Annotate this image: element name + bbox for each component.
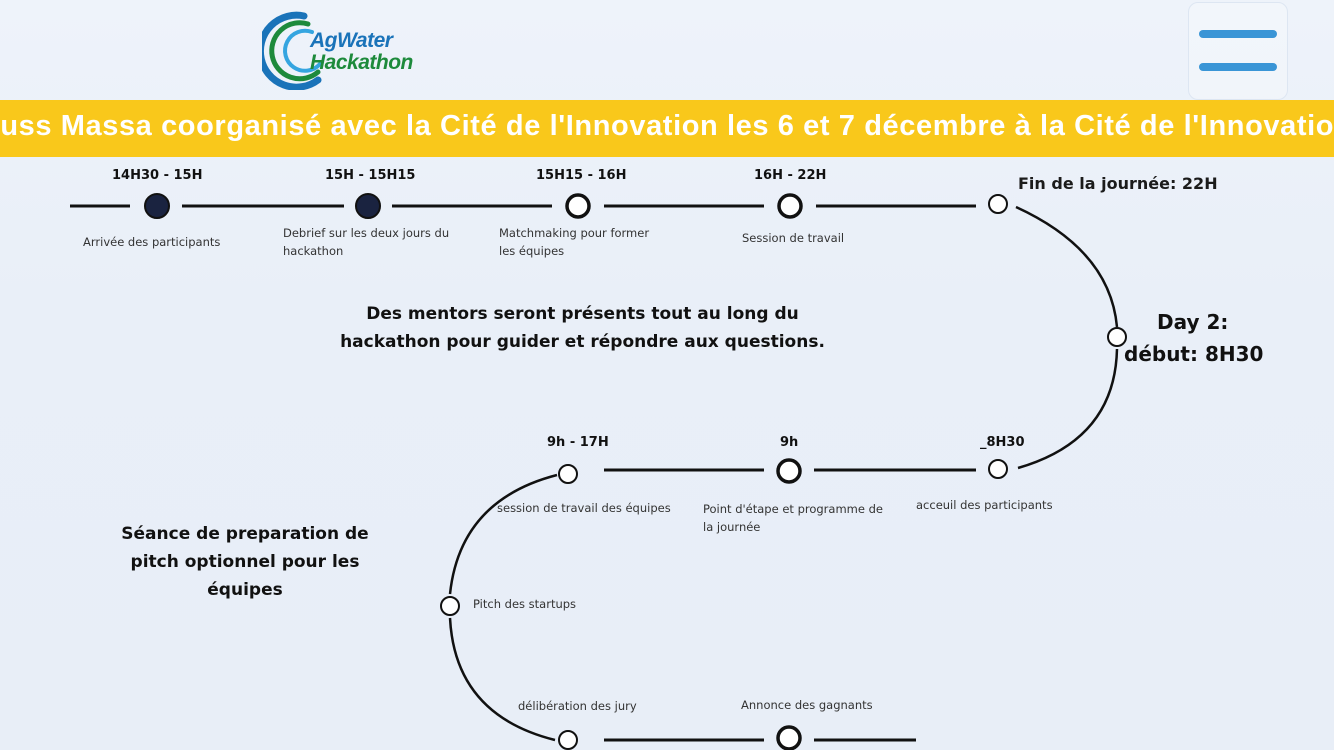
timeline-node-travail: [558, 464, 578, 484]
timeline-node-jury: [558, 730, 578, 750]
timeline-node-matchmaking: [565, 193, 591, 219]
logo-line1: AgWater: [310, 29, 393, 52]
step-time: 15H - 15H15: [325, 168, 416, 183]
step-desc: Session de travail: [742, 231, 845, 245]
timeline-node-fin: [988, 194, 1008, 214]
menu-button[interactable]: [1188, 2, 1288, 100]
step-desc: acceuil des participants: [916, 498, 1053, 512]
step-desc: Point d'étape et programme de la journée: [703, 502, 883, 534]
timeline-node-debrief: [355, 193, 381, 219]
mentors-note: Des mentors seront présents tout au long…: [340, 304, 825, 352]
step-time: 9h: [780, 435, 799, 450]
timeline-node-gagnants: [776, 725, 802, 750]
day2-start: début: 8H30: [1124, 342, 1264, 366]
timeline-node-accueil: [988, 459, 1008, 479]
step-time: 16H - 22H: [754, 168, 827, 183]
step-desc: session de travail des équipes: [497, 501, 671, 515]
day2-title: Day 2:: [1157, 310, 1229, 334]
step-time: _8H30: [980, 435, 1025, 450]
timeline-node-arrivee: [144, 193, 170, 219]
announcement-banner: ouss Massa coorganisé avec la Cité de l'…: [0, 100, 1334, 157]
pitch-label: Pitch des startups: [473, 597, 577, 611]
timeline-node-pitch: [440, 596, 460, 616]
hamburger-icon: [1199, 30, 1277, 38]
step-time: 14H30 - 15H: [112, 168, 203, 183]
day1-end-label: Fin de la journée: 22H: [1018, 174, 1218, 193]
wave-logo-icon: [262, 11, 322, 90]
banner-text: ouss Massa coorganisé avec la Cité de l'…: [0, 110, 1334, 142]
winners-label: Annonce des gagnants: [741, 698, 873, 712]
timeline-node-session: [777, 193, 803, 219]
agwater-hackathon-logo[interactable]: AgWater Hackathon: [262, 10, 452, 90]
header: AgWater Hackathon: [0, 0, 1334, 100]
step-desc: Matchmaking pour former les équipes: [499, 226, 650, 258]
step-desc: Debrief sur les deux jours du hackathon: [283, 226, 450, 258]
step-desc: Arrivée des participants: [83, 235, 221, 249]
pitch-prep-note: Séance de preparation de pitch optionnel…: [121, 524, 369, 600]
step-time: 15H15 - 16H: [536, 168, 627, 183]
jury-label: délibération des jury: [518, 699, 637, 713]
timeline-node-point-etape: [776, 458, 802, 484]
logo-line2: Hackathon: [310, 51, 413, 74]
timeline-node-day2: [1107, 327, 1127, 347]
step-time: 9h - 17H: [547, 435, 609, 450]
